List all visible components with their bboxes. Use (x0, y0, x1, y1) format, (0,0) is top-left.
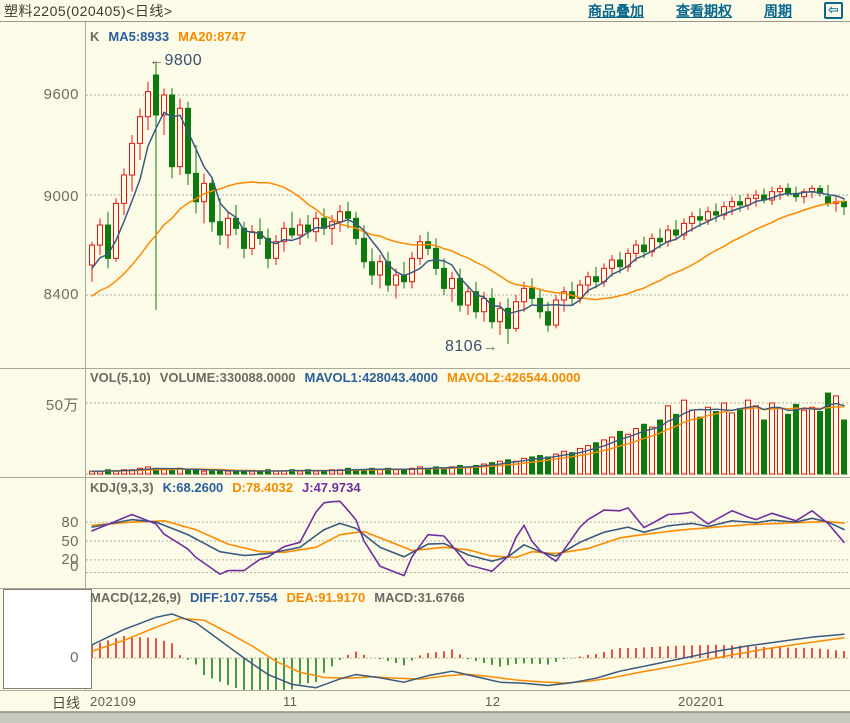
panel-divider-2 (0, 477, 850, 478)
panel-divider-1 (0, 368, 850, 369)
kline-panel-header: K MA5:8933 MA20:8747 (90, 29, 246, 44)
axis-divider-vertical (85, 22, 86, 711)
price-tick-9600: 9600 (43, 86, 79, 103)
kdj-k-value-label: K:68.2600 (162, 480, 224, 495)
volume-tick-50wan: 50万 (45, 397, 79, 414)
arrow-left-icon: ← (149, 52, 165, 69)
price-tick-9000: 9000 (43, 188, 79, 205)
time-tick-11: 11 (283, 694, 298, 709)
vol-indicator-label: VOL(5,10) (90, 370, 151, 385)
macd-tick-0: 0 (70, 649, 79, 666)
kdj-tick-20: 20 (61, 551, 79, 568)
link-period[interactable]: 周期 (764, 2, 792, 19)
volume-value-label: VOLUME:330088.0000 (159, 370, 296, 385)
ma20-value-label: MA20:8747 (178, 29, 247, 44)
toolbar-links: 商品叠加 查看期权 周期 ⇦ (588, 1, 850, 21)
titlebar: 塑料2205(020405)<日线> 商品叠加 查看期权 周期 ⇦ (0, 0, 850, 22)
low-annotation-value: 8106 (445, 338, 483, 355)
kdj-tick-80: 80 (61, 514, 79, 531)
period-label: 日线 (52, 695, 80, 711)
volume-panel-header: VOL(5,10) VOLUME:330088.0000 MAVOL1:4280… (90, 370, 580, 385)
ma5-value-label: MA5:8933 (108, 29, 170, 44)
time-tick-202109: 202109 (90, 694, 137, 709)
macd-indicator-label: MACD(12,26,9) (90, 590, 182, 605)
kdj-indicator-label: KDJ(9,3,3) (90, 480, 154, 495)
kdj-tick-0: 0 (70, 558, 79, 575)
time-axis-bar: 日线 202109 11 12 202201 (0, 691, 850, 711)
link-commodity-overlay[interactable]: 商品叠加 (588, 2, 644, 19)
macd-axis-box (3, 589, 92, 689)
time-tick-12: 12 (485, 694, 501, 709)
indicator-k-label: K (90, 29, 100, 44)
window-bottom-strip (0, 712, 850, 723)
macd-diff-value-label: DIFF:107.7554 (190, 590, 278, 605)
macd-panel-header: MACD(12,26,9) DIFF:107.7554 DEA:91.9170 … (90, 590, 465, 605)
kdj-j-value-label: J:47.9734 (302, 480, 361, 495)
high-annotation: ←9800 (149, 52, 202, 70)
kdj-panel-header: KDJ(9,3,3) K:68.2600 D:78.4032 J:47.9734 (90, 480, 361, 495)
arrow-right-icon: → (482, 338, 499, 355)
macd-dea-value-label: DEA:91.9170 (286, 590, 366, 605)
window-title: 塑料2205(020405)<日线> (4, 2, 173, 19)
kdj-d-value-label: D:78.4032 (232, 480, 294, 495)
price-tick-8400: 8400 (43, 286, 79, 303)
collapse-arrow-icon[interactable]: ⇦ (824, 2, 843, 19)
time-tick-202201: 202201 (678, 694, 725, 709)
link-view-options[interactable]: 查看期权 (676, 2, 732, 19)
kdj-tick-50: 50 (61, 533, 79, 550)
low-annotation: 8106→ (445, 338, 498, 356)
high-annotation-value: 9800 (164, 52, 203, 69)
macd-value-label: MACD:31.6766 (374, 590, 465, 605)
panel-divider-3 (0, 588, 850, 589)
mavol2-value-label: MAVOL2:426544.0000 (447, 370, 581, 385)
panel-divider-5 (0, 711, 850, 712)
mavol1-value-label: MAVOL1:428043.4000 (304, 370, 438, 385)
panel-divider-4 (0, 690, 850, 691)
